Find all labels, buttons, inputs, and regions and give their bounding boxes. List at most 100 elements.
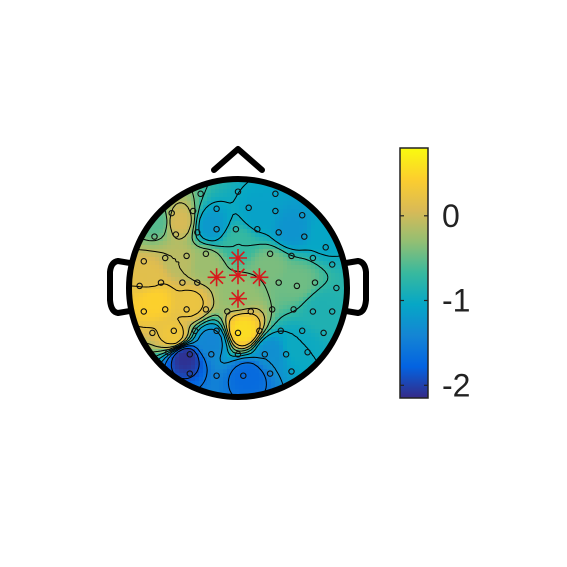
heatmap-cell <box>219 309 224 314</box>
heatmap-cell <box>319 349 324 354</box>
heatmap-cell <box>183 329 188 334</box>
heatmap-cell <box>303 229 308 234</box>
heatmap-cell <box>307 253 312 258</box>
heatmap-cell <box>167 241 172 246</box>
heatmap-cell <box>287 225 292 230</box>
heatmap-cell <box>259 201 264 206</box>
heatmap-cell <box>207 293 212 298</box>
heatmap-cell <box>207 321 212 326</box>
heatmap-cell <box>151 349 156 354</box>
heatmap-cell <box>167 297 172 302</box>
heatmap-cell <box>315 301 320 306</box>
heatmap-cell <box>303 217 308 222</box>
heatmap-cell <box>227 365 232 370</box>
heatmap-cell <box>147 289 152 294</box>
heatmap-cell <box>223 357 228 362</box>
heatmap-cell <box>259 389 264 394</box>
heatmap-cell <box>263 217 268 222</box>
heatmap-cell <box>259 365 264 370</box>
heatmap-cell <box>207 237 212 242</box>
heatmap-cell <box>307 289 312 294</box>
heatmap-cell <box>187 357 192 362</box>
heatmap-cell <box>263 237 268 242</box>
heatmap-cell <box>235 285 240 290</box>
heatmap-cell <box>267 281 272 286</box>
heatmap-cell <box>295 313 300 318</box>
heatmap-cell <box>211 345 216 350</box>
heatmap-cell <box>303 317 308 322</box>
heatmap-cell <box>287 233 292 238</box>
heatmap-cell <box>219 301 224 306</box>
heatmap-cell <box>323 305 328 310</box>
heatmap-cell <box>287 249 292 254</box>
heatmap-cell <box>263 225 268 230</box>
electrode-marker <box>149 329 156 337</box>
heatmap-cell <box>231 293 236 298</box>
heatmap-cell <box>327 277 332 282</box>
heatmap-cell <box>319 337 324 342</box>
heatmap-cell <box>247 257 252 262</box>
heatmap-cell <box>223 277 228 282</box>
heatmap-cell <box>155 277 160 282</box>
heatmap-cell <box>315 309 320 314</box>
heatmap-cell <box>223 341 228 346</box>
heatmap-cell <box>295 257 300 262</box>
heatmap-cell <box>135 305 140 310</box>
heatmap-cell <box>203 373 208 378</box>
heatmap-cell <box>319 269 324 274</box>
heatmap-cell <box>187 229 192 234</box>
heatmap-cell <box>279 265 284 270</box>
heatmap-cell <box>191 197 196 202</box>
heatmap-cell <box>199 317 204 322</box>
heatmap-cell <box>159 249 164 254</box>
heatmap-cell <box>255 345 260 350</box>
heatmap-cell <box>223 301 228 306</box>
heatmap-cell <box>287 201 292 206</box>
heatmap-cell <box>219 285 224 290</box>
heatmap-cell <box>267 225 272 230</box>
heatmap-cell <box>287 361 292 366</box>
heatmap-cell <box>335 289 340 294</box>
heatmap-cell <box>143 301 148 306</box>
heatmap-cell <box>167 225 172 230</box>
heatmap-cell <box>223 385 228 390</box>
heatmap-cell <box>271 313 276 318</box>
heatmap-cell <box>259 361 264 366</box>
heatmap-cell <box>335 249 340 254</box>
heatmap-cell <box>259 305 264 310</box>
heatmap-cell <box>195 277 200 282</box>
heatmap-cell <box>167 285 172 290</box>
heatmap-cell <box>275 297 280 302</box>
heatmap-cell <box>247 181 252 186</box>
heatmap-cell <box>211 273 216 278</box>
heatmap-cell <box>339 309 344 314</box>
heatmap-cell <box>275 221 280 226</box>
heatmap-cell <box>179 213 184 218</box>
heatmap-cell <box>259 369 264 374</box>
heatmap-cell <box>331 269 336 274</box>
heatmap-cell <box>263 229 268 234</box>
heatmap-cell <box>171 217 176 222</box>
heatmap-cell <box>183 205 188 210</box>
heatmap-cell <box>271 293 276 298</box>
heatmap-cell <box>207 313 212 318</box>
heatmap-cell <box>275 257 280 262</box>
heatmap-cell <box>311 325 316 330</box>
heatmap-cell <box>323 257 328 262</box>
heatmap-cell <box>191 205 196 210</box>
heatmap-cell <box>215 317 220 322</box>
heatmap-cell <box>259 241 264 246</box>
heatmap-cell <box>271 297 276 302</box>
heatmap-cell <box>259 377 264 382</box>
heatmap-cell <box>179 365 184 370</box>
heatmap-cell <box>155 341 160 346</box>
heatmap-cell <box>223 269 228 274</box>
heatmap-cell <box>203 209 208 214</box>
heatmap-cell <box>319 293 324 298</box>
heatmap-cell <box>235 233 240 238</box>
heatmap-cell <box>299 309 304 314</box>
heatmap-cell <box>259 189 264 194</box>
heatmap-cell <box>187 197 192 202</box>
heatmap-cell <box>215 297 220 302</box>
heatmap-cell <box>251 373 256 378</box>
